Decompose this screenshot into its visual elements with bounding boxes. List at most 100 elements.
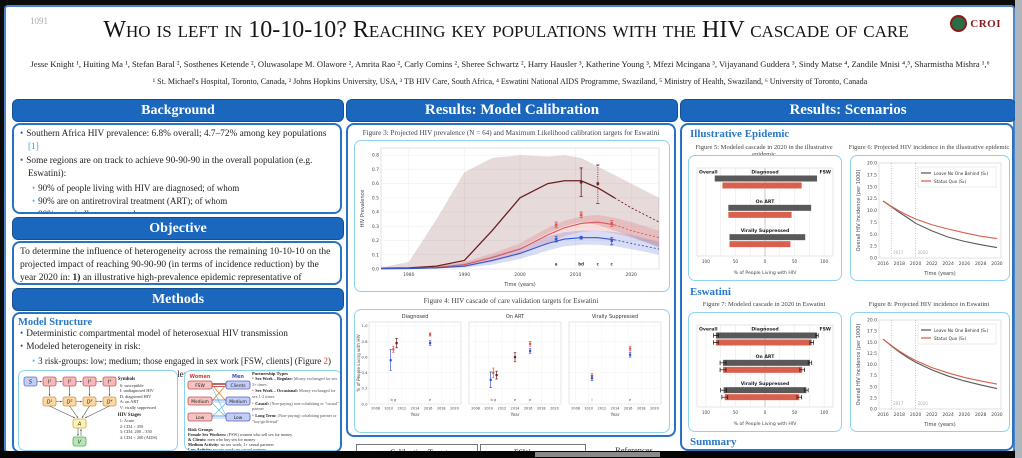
svg-text:On ART: On ART (756, 354, 776, 360)
svg-text:2010: 2010 (584, 407, 593, 411)
poster-number: 1091 (30, 16, 48, 26)
figure7-box: 100 50 0 50 100 % of People Living with HIV Di… (688, 312, 842, 432)
figure5-box: 100 50 0 50 100 % of People Living with HIV Di… (688, 155, 842, 281)
svg-text:Men: Men (232, 374, 244, 380)
methods-box: Model Structure • Deterministic compartme… (12, 312, 342, 453)
svg-text:Time (years): Time (years) (923, 422, 956, 428)
svg-text:2026: 2026 (959, 412, 971, 418)
figure8-box: 2017 2020 2016 2018 2020 2022 2024 2026 2028 2030… (850, 312, 1010, 432)
partnership-legend-items: • Sex Work – Regular: Money exchanged for… (252, 376, 340, 425)
svg-text:Virally Suppressed: Virally Suppressed (741, 381, 790, 387)
svg-text:15.0: 15.0 (867, 184, 877, 190)
figure6-caption: Figure 6: Projected HIV incidence in the… (848, 144, 1010, 151)
svg-text:Low: Low (196, 415, 205, 421)
bullet-icon: • (20, 329, 24, 339)
svg-text:bd: bd (578, 261, 584, 266)
svg-text:S: S (29, 380, 33, 386)
svg-text:2012: 2012 (598, 407, 607, 411)
affiliations-line: ¹ St. Michael's Hospital, Toronto, Canad… (152, 77, 868, 86)
risk-group: Female Sex Workers: (FSW) women who sell… (188, 432, 293, 438)
svg-text:20.0: 20.0 (867, 161, 877, 167)
svg-text:2008: 2008 (371, 407, 380, 411)
svg-text:a: a (555, 261, 558, 266)
svg-text:2018: 2018 (437, 407, 446, 411)
svg-text:0: 0 (764, 410, 767, 415)
svg-text:2008: 2008 (471, 407, 480, 411)
sub-bullet-icon: • (32, 355, 36, 366)
svg-text:0.4: 0.4 (361, 370, 368, 375)
svg-text:0.4: 0.4 (372, 210, 379, 216)
calibration-box: Figure 3: Projected HIV prevalence (N = … (346, 123, 676, 437)
svg-text:12.5: 12.5 (867, 196, 877, 202)
svg-text:b g: b g (390, 398, 396, 402)
svg-text:Overall HIV Incidence (per 100: Overall HIV Incidence (per 1000) (856, 170, 862, 252)
svg-text:Leave No One Behind (S₁): Leave No One Behind (S₁) (934, 171, 989, 176)
svg-text:2012: 2012 (498, 407, 507, 411)
svg-text:2024: 2024 (942, 412, 954, 418)
risk-groups-title: Risk Groups (188, 427, 213, 433)
svg-text:0.2: 0.2 (372, 238, 379, 244)
objective-header: Objective (12, 217, 344, 240)
svg-text:I³: I³ (88, 380, 91, 386)
svg-text:0.0: 0.0 (361, 401, 368, 406)
partnership-types-title: Partnership Types (252, 371, 288, 376)
background-subbullet-2: • 90% are on antiretroviral treatment (AR… (32, 195, 228, 206)
svg-text:% of People Living with HIV: % of People Living with HIV (356, 334, 361, 391)
background-bullet-1: • Southern Africa HIV prevalence: 6.8% ov… (20, 129, 327, 153)
svg-text:100: 100 (702, 259, 710, 264)
svg-text:100: 100 (702, 410, 710, 415)
svg-text:2030: 2030 (991, 412, 1003, 418)
risk-group: Medium Activity: no sex work; 1+ casual … (188, 442, 274, 448)
sub-bullet-icon: • (32, 195, 36, 206)
risk-groups-items: Female Sex Workers: (FSW) women who sell… (188, 432, 338, 450)
svg-text:0.2: 0.2 (361, 386, 368, 391)
svg-text:b g: b g (490, 398, 496, 402)
svg-text:Diagnosed: Diagnosed (402, 314, 429, 320)
svg-text:0.1: 0.1 (372, 252, 379, 258)
figure8-caption: Figure 8: Projected HIV incidence in Esw… (868, 301, 990, 308)
svg-text:15.0: 15.0 (867, 340, 877, 346)
svg-text:Overall: Overall (699, 327, 718, 333)
svg-text:17.5: 17.5 (867, 172, 877, 178)
svg-text:e: e (514, 398, 517, 402)
svg-text:7.5: 7.5 (870, 373, 877, 379)
background-bullet-2: • Some regions are on track to achieve 90… (20, 155, 313, 180)
svg-text:0.3: 0.3 (372, 224, 379, 230)
svg-text:10.0: 10.0 (867, 208, 877, 214)
svg-text:Medium: Medium (229, 399, 247, 405)
poster: 1091 Who is left in 10-10-10? Reaching k… (4, 5, 1016, 458)
poster-title: Who is left in 10-10-10? Reaching key po… (103, 17, 909, 43)
svg-text:Virally Suppressed: Virally Suppressed (741, 228, 790, 234)
svg-text:2016: 2016 (877, 261, 889, 267)
svg-text:2030: 2030 (991, 261, 1003, 267)
svg-text:FSW: FSW (819, 170, 831, 176)
svg-text:2010: 2010 (570, 272, 582, 278)
svg-text:2.5: 2.5 (870, 395, 877, 401)
hiv-stages-title: HIV Stages (117, 412, 141, 418)
svg-text:I²: I² (68, 380, 71, 386)
svg-text:Clients: Clients (231, 383, 247, 389)
svg-text:2020: 2020 (450, 407, 459, 411)
figure1-legend: Symbols S: susceptible I: undiagnosed HIV… (118, 373, 175, 449)
svg-text:2020: 2020 (910, 412, 922, 418)
figure6-box: 2017 2020 2016 2018 2020 2022 2024 2026 2028 2030… (850, 155, 1010, 281)
symbols-list: S: susceptible I: undiagnosed HIV D: diagn… (119, 382, 156, 410)
svg-text:100: 100 (820, 410, 828, 415)
svg-text:On ART: On ART (506, 314, 525, 320)
svg-text:2024: 2024 (942, 261, 954, 267)
background-box: • Southern Africa HIV prevalence: 6.8% ov… (12, 123, 342, 214)
bullet-icon: • (20, 129, 24, 139)
figure1-box: S I¹ I² I³ I⁴ D¹ D² D³ D⁴ A V Symbols S: susceptib… (18, 370, 178, 451)
svg-text:Virally Suppressed: Virally Suppressed (592, 314, 638, 320)
svg-text:c: c (597, 261, 600, 266)
svg-text:Status Quo (S₂): Status Quo (S₂) (934, 179, 966, 184)
svg-text:D⁴: D⁴ (107, 400, 113, 406)
svg-text:2014: 2014 (411, 407, 420, 411)
svg-text:% of People Living with HIV: % of People Living with HIV (734, 270, 798, 276)
background-subbullet-3: • 90% are virally suppressed (18, 208, 336, 212)
methods-bullet-1: • Deterministic compartmental model of he… (20, 329, 288, 339)
svg-text:On ART: On ART (756, 199, 776, 205)
svg-text:2020: 2020 (918, 401, 929, 406)
svg-text:Overall: Overall (699, 170, 718, 176)
svg-text:5.0: 5.0 (870, 384, 877, 390)
